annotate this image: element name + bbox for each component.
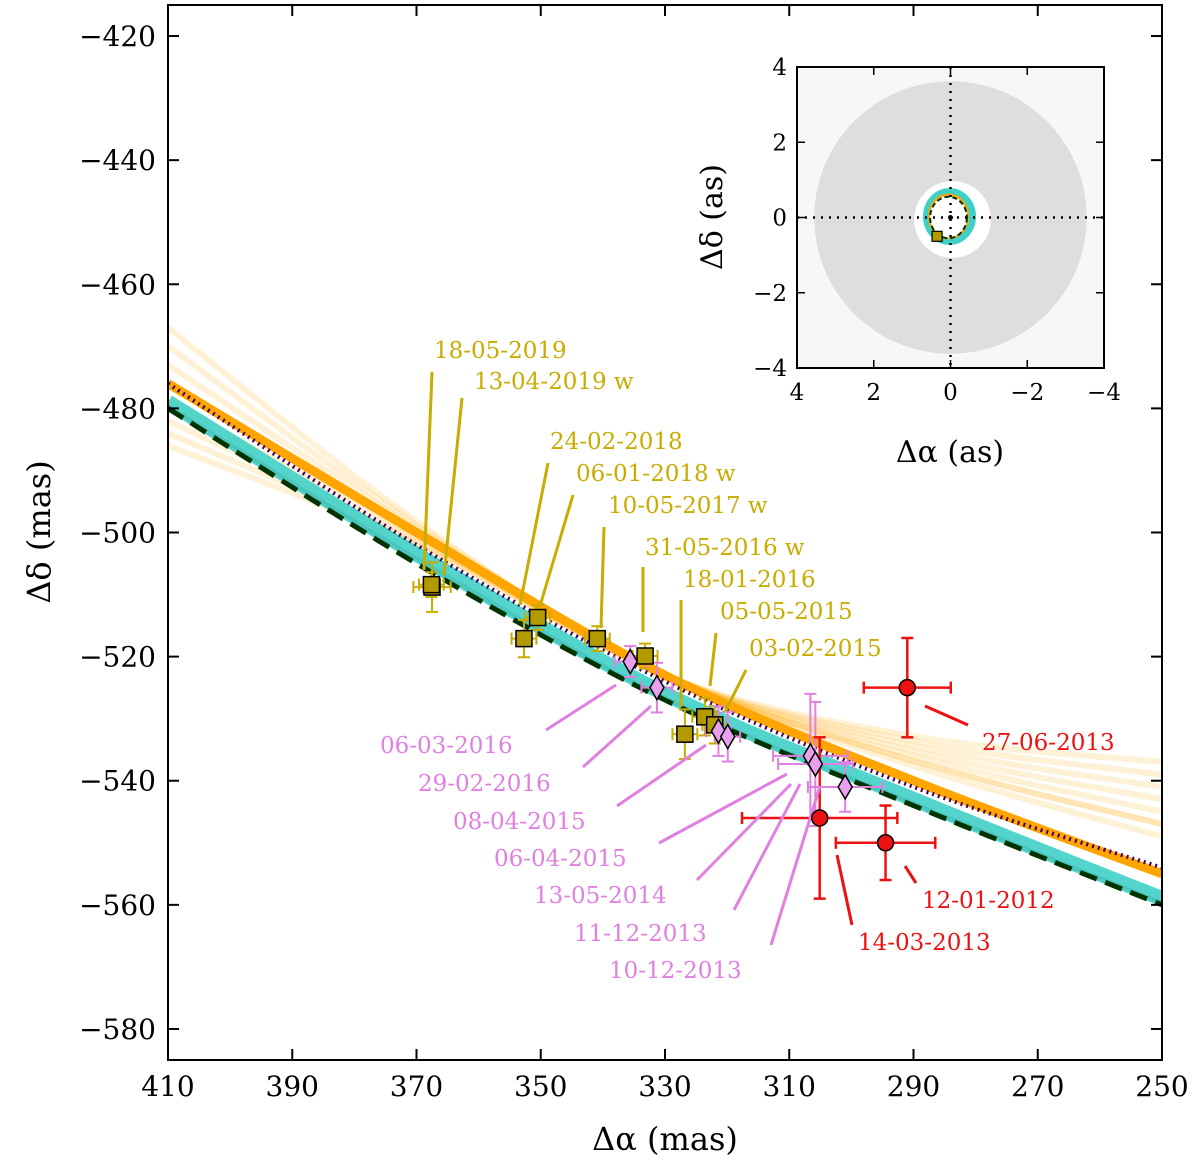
date-label: 18-01-2016 (683, 567, 816, 593)
y-tick-label: −480 (79, 392, 156, 425)
inset-y-tick-label: −4 (753, 356, 787, 382)
date-label: 06-04-2015 (494, 846, 627, 872)
date-label: 10-05-2017 w (608, 493, 768, 519)
date-label: 06-03-2016 (380, 733, 513, 759)
y-tick-label: −500 (79, 517, 156, 550)
leader-line (599, 526, 606, 629)
inset-y-tick-label: 4 (772, 55, 787, 81)
date-label: 06-01-2018 w (576, 461, 736, 487)
leader-line (903, 865, 918, 884)
inset-x-tick-label: 0 (943, 380, 958, 406)
leader-line (732, 783, 802, 911)
square-marker (515, 629, 533, 648)
inset-x-axis-label: Δα (as) (896, 435, 1004, 470)
inset-x-tick-label: 4 (790, 380, 805, 406)
inset-square-marker (931, 230, 943, 242)
date-label: 14-03-2013 (858, 930, 991, 956)
leader-lines (422, 371, 969, 946)
leader-line (835, 854, 854, 926)
diamond-marker (719, 723, 736, 751)
y-tick-label: −420 (79, 20, 156, 53)
date-label: 11-12-2013 (574, 921, 707, 947)
y-axis-label: Δδ (mas) (20, 460, 58, 603)
inset-orange-orbit (927, 193, 970, 240)
leader-line (518, 462, 550, 606)
inset-y-axis-label: Δδ (as) (695, 164, 730, 270)
diamond-marker (622, 648, 639, 676)
leader-line (422, 371, 434, 571)
date-label: 31-05-2016 w (645, 535, 805, 561)
leader-line (545, 683, 617, 732)
diamond-marker (649, 674, 665, 702)
main-plot: 18-05-2019 13-04-2019 w 24-02-2018 06-01-20… (20, 4, 1189, 1158)
square-marker (528, 608, 547, 627)
inset-y-tick-label: 0 (772, 206, 787, 232)
leader-line (581, 704, 653, 769)
x-axis-label: Δα (mas) (592, 1120, 738, 1158)
cyan-orbit-curve (168, 395, 1162, 906)
diamond-marker (807, 750, 824, 778)
inset-y-tick-label: 2 (772, 130, 787, 156)
inset-x-tick-label: −2 (1010, 380, 1044, 406)
date-label: 18-05-2019 (434, 338, 567, 364)
date-label: 10-12-2013 (609, 958, 742, 984)
square-marker (676, 725, 694, 743)
circle-marker (898, 678, 917, 697)
inset-y-tick-label: −2 (753, 281, 787, 307)
data-markers (422, 575, 917, 852)
date-label: 29-02-2016 (418, 771, 551, 797)
x-axis-ticks: 410 390 370 350 330 310 290 270 250 (141, 5, 1189, 1103)
diamond-marker (837, 773, 854, 801)
x-tick-label: 410 (141, 1070, 194, 1103)
date-label: 27-06-2013 (982, 730, 1115, 756)
x-tick-label: 370 (390, 1070, 443, 1103)
y-axis-ticks: −420−440−460−480−500−520−540−560−580 (79, 20, 1162, 1046)
date-labels: 18-05-2019 13-04-2019 w 24-02-2018 06-01-20… (380, 338, 1115, 984)
date-label: 03-02-2015 (749, 636, 882, 662)
square-marker (636, 647, 654, 665)
leader-line (616, 743, 707, 808)
x-tick-label: 350 (514, 1070, 567, 1103)
date-label: 12-01-2012 (922, 888, 1055, 914)
date-label: 24-02-2018 (550, 429, 683, 455)
circle-marker (810, 809, 829, 827)
y-tick-label: −560 (79, 889, 156, 922)
leader-line (769, 785, 822, 946)
date-label: 13-04-2019 w (474, 369, 634, 395)
leader-line (695, 782, 793, 882)
date-label: 05-05-2015 (720, 599, 853, 625)
y-tick-label: −580 (79, 1013, 156, 1046)
inset-star (948, 215, 953, 220)
inset-x-tick-label: 2 (866, 380, 881, 406)
y-tick-label: −460 (79, 268, 156, 301)
leader-line (442, 397, 464, 576)
leader-line (708, 632, 718, 687)
y-tick-label: −520 (79, 641, 156, 674)
square-marker (422, 575, 441, 594)
leader-line (658, 772, 788, 845)
dashed-orbit-curve (168, 406, 1162, 908)
inset-content (797, 67, 1104, 368)
circle-marker (876, 834, 895, 852)
square-marker (588, 629, 607, 648)
orbit-curves (168, 325, 1162, 908)
x-tick-label: 250 (1135, 1070, 1188, 1103)
leader-line (723, 669, 748, 713)
y-tick-label: −440 (79, 144, 156, 177)
leader-line (924, 704, 969, 727)
x-tick-label: 290 (887, 1070, 940, 1103)
y-tick-label: −540 (79, 765, 156, 798)
date-label: 13-05-2014 (534, 883, 667, 909)
x-tick-label: 310 (763, 1070, 816, 1103)
x-tick-label: 330 (638, 1070, 691, 1103)
x-tick-label: 270 (1011, 1070, 1064, 1103)
inset-x-tick-label: −4 (1087, 380, 1121, 406)
x-tick-label: 390 (266, 1070, 319, 1103)
leader-line (538, 494, 575, 607)
orange-orbit-curve (168, 379, 1162, 879)
date-label: 08-04-2015 (453, 809, 586, 835)
